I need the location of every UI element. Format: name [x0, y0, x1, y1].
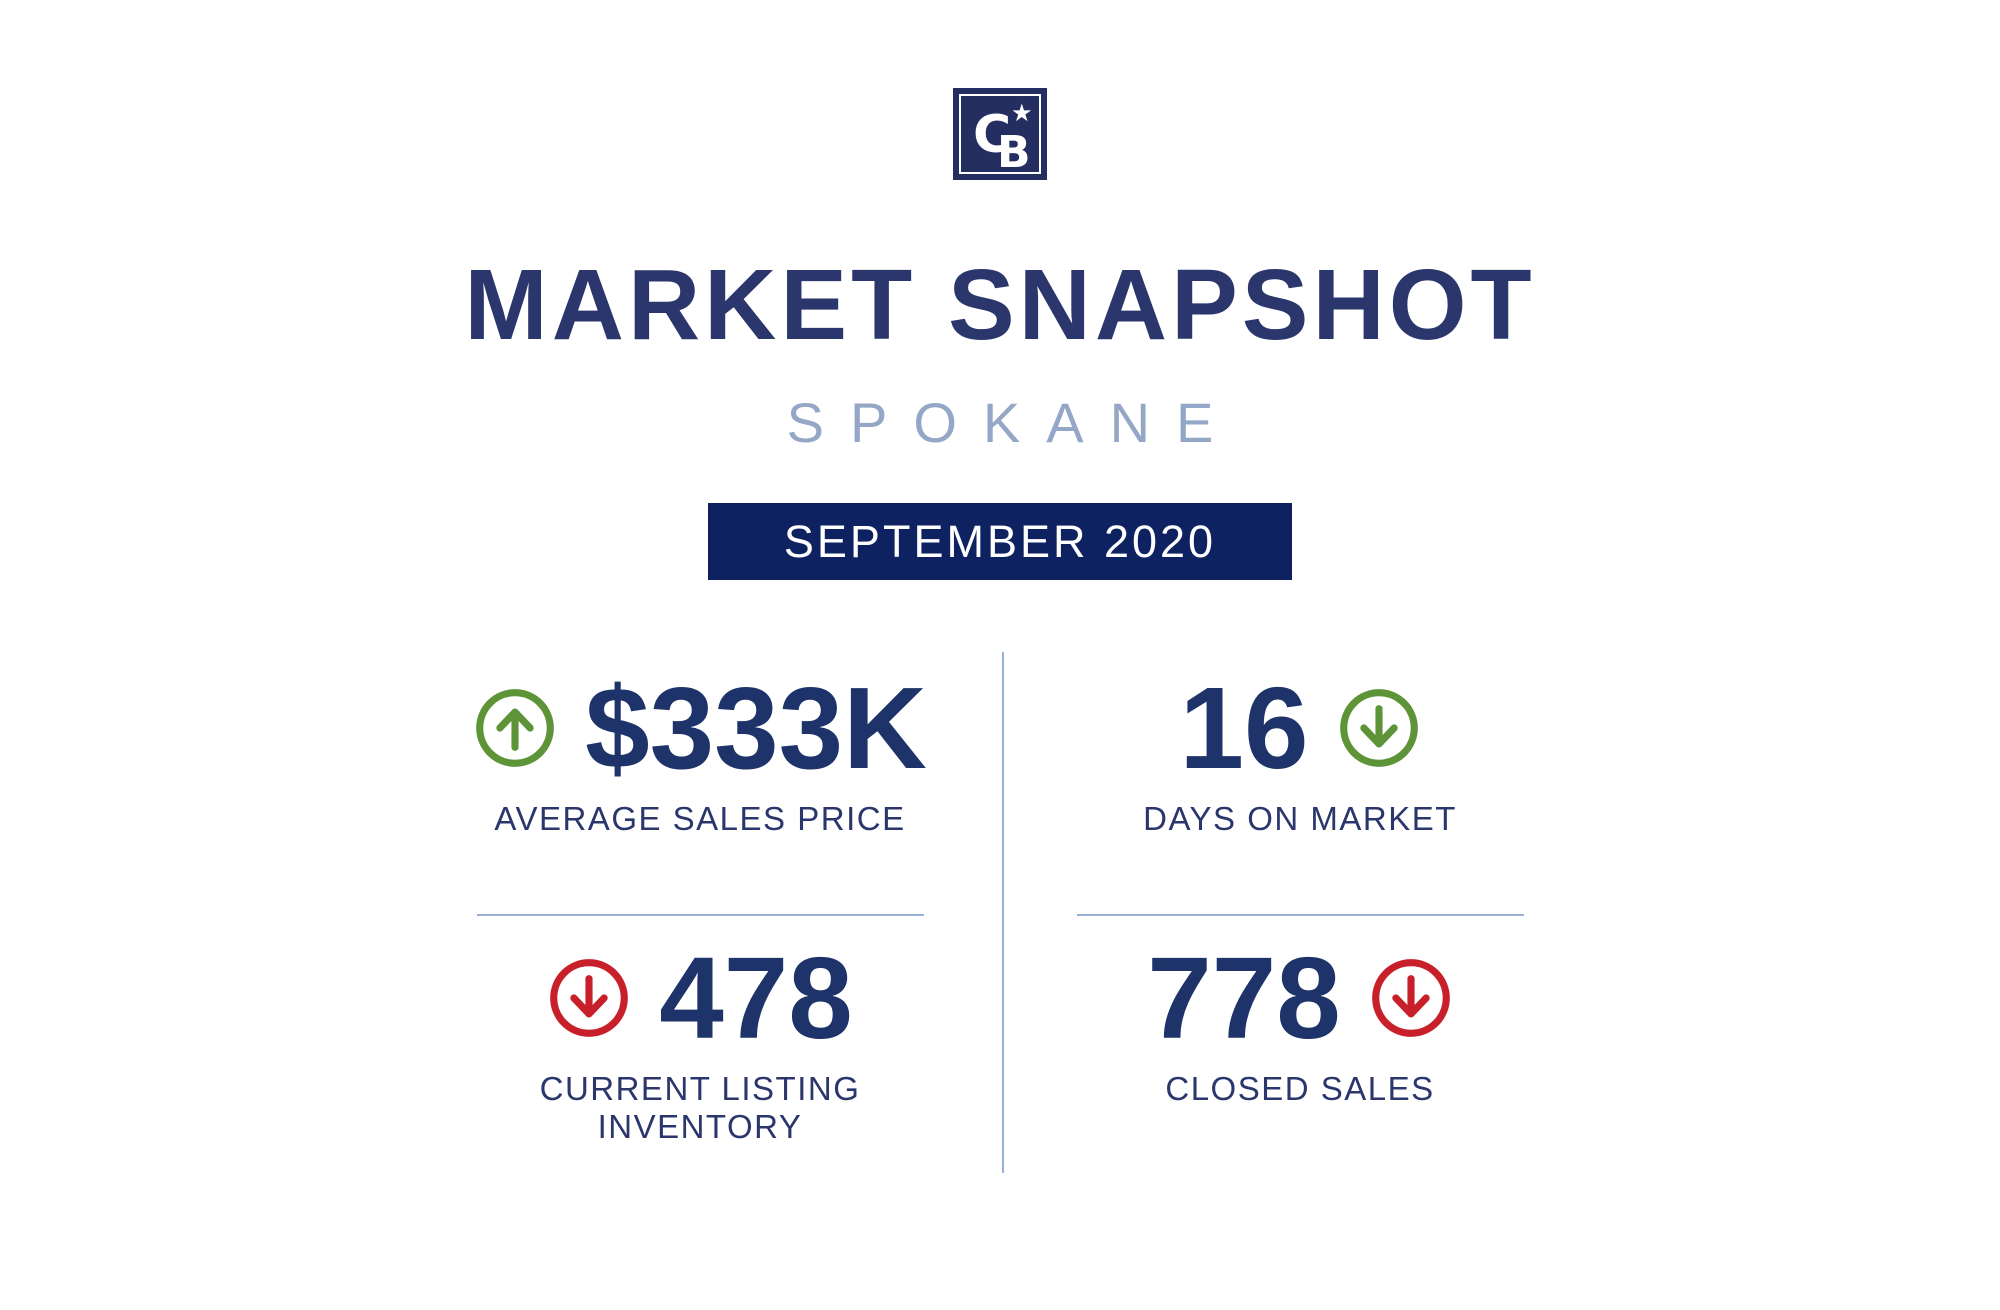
metric-days-on-market: 16 DAYS ON MARKET [1000, 650, 1600, 914]
metric-label: CURRENT LISTING INVENTORY [539, 1070, 861, 1145]
metric-current-listing-inventory: 478 CURRENT LISTING INVENTORY [400, 916, 1000, 1146]
page-subtitle: SPOKANE [786, 391, 1240, 454]
metric-value-row: 478 [547, 940, 853, 1056]
metric-value-row: 778 [1147, 940, 1453, 1056]
metric-value-row: $333K [473, 670, 927, 786]
metric-closed-sales: 778 CLOSED SALES [1000, 916, 1600, 1108]
logo-star-icon: ★ [1011, 99, 1033, 127]
metric-value-row: 16 [1179, 670, 1420, 786]
trend-up-icon [476, 689, 554, 767]
metric-average-sales-price: $333K AVERAGE SALES PRICE [400, 650, 1000, 914]
logo-letter-b: B [997, 127, 1031, 178]
metrics-column-right: 16 DAYS ON MARKET 778 CLOSED [1000, 650, 1600, 1175]
metric-value: 16 [1179, 663, 1309, 793]
horizontal-divider-right [1076, 914, 1524, 916]
metric-value: 478 [659, 933, 853, 1063]
coldwell-banker-logo: C B ★ [953, 88, 1047, 180]
vertical-divider [1002, 652, 1004, 1173]
metric-label: CLOSED SALES [1165, 1070, 1435, 1107]
logo-letter-c: C [973, 105, 1011, 165]
trend-down-icon [1339, 689, 1418, 767]
period-banner-label: SEPTEMBER 2020 [783, 515, 1217, 567]
metric-label: AVERAGE SALES PRICE [494, 800, 906, 837]
cb-monogram-icon: C B ★ [953, 88, 1047, 180]
logo-inner-border [959, 94, 1041, 174]
metrics-grid: $333K AVERAGE SALES PRICE 478 CURRENT LI… [400, 650, 1600, 1175]
trend-down-icon [550, 959, 629, 1037]
logo-background [953, 88, 1047, 180]
metric-label: DAYS ON MARKET [1143, 800, 1457, 837]
metric-value: $333K [585, 663, 927, 793]
page-title: MARKET SNAPSHOT [464, 249, 1536, 361]
metrics-column-left: $333K AVERAGE SALES PRICE 478 CURRENT LI… [400, 650, 1000, 1175]
period-banner: SEPTEMBER 2020 [708, 503, 1292, 580]
trend-down-icon [1371, 959, 1450, 1037]
horizontal-divider-left [476, 914, 924, 916]
metric-value: 778 [1147, 933, 1341, 1063]
